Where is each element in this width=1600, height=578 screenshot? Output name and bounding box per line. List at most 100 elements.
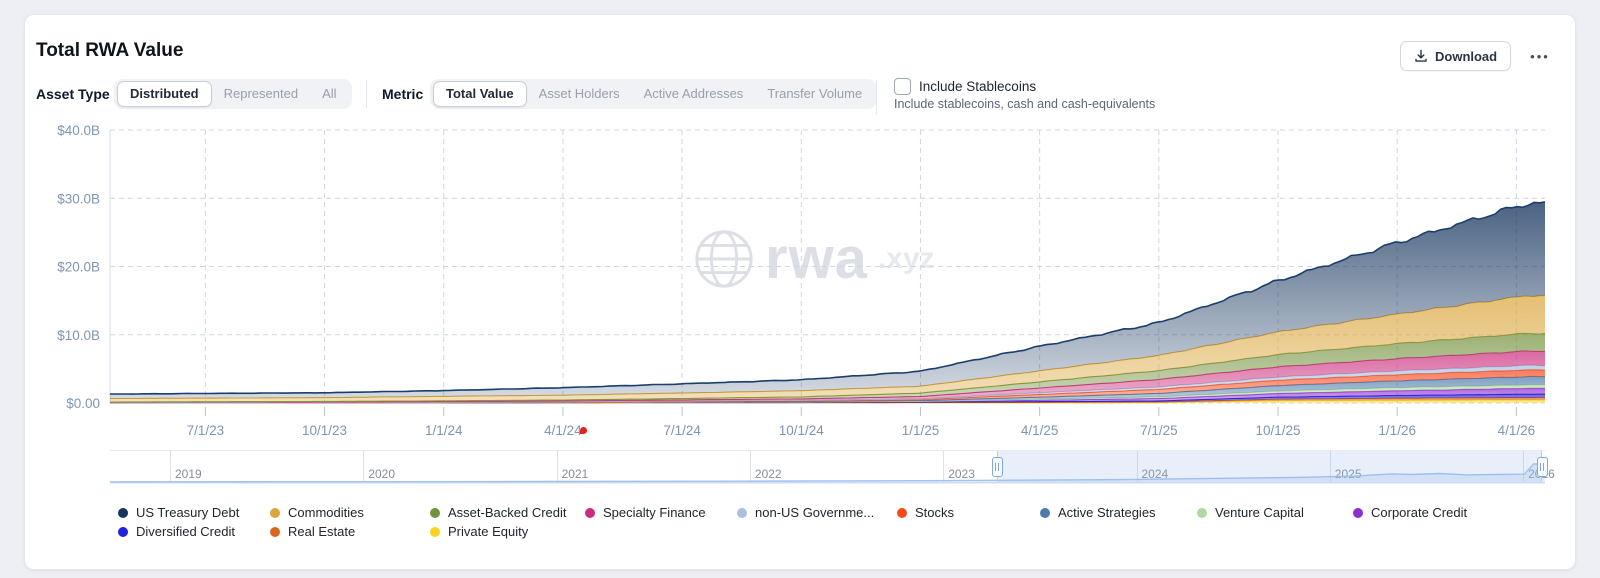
x-axis-label: 7/1/23 [187, 423, 225, 438]
legend-dot-diversified-credit [118, 526, 128, 537]
timeline-year-label: 2025 [1334, 467, 1362, 481]
x-axis-label: 4/1/26 [1498, 423, 1536, 438]
rwa-watermark: rwa .xyz [693, 228, 935, 290]
area-active-strategies [110, 376, 1545, 403]
timeline-year-label: 2020 [368, 467, 395, 481]
x-axis-label: 4/1/24 [544, 423, 582, 438]
stacked-area-chart[interactable]: $0.00 $10.0B $20.0B $30.0B $40.0B 7/1/23 10/1/… [0, 118, 1600, 448]
download-button[interactable]: Download [1400, 41, 1512, 71]
include-stablecoins-description: Include stablecoins, cash and cash-equiv… [894, 97, 1156, 111]
legend-label: Stocks [915, 505, 955, 520]
legend-dot-commodities [270, 507, 280, 518]
legend-dot-asset-backed-credit [430, 507, 440, 518]
legend-label: Real Estate [288, 524, 356, 539]
legend-item-private-equity[interactable]: Private Equity [430, 524, 585, 539]
include-stablecoins-checkbox[interactable] [894, 78, 911, 95]
asset-type-option-all[interactable]: All [322, 86, 337, 101]
metric-label: Metric [382, 86, 424, 102]
chart-legend: US Treasury Debt Commodities Asset-Backed … [118, 503, 1558, 541]
legend-dot-corporate-credit [1353, 507, 1363, 518]
timeline-brush[interactable]: 20192020202120222023202420252026 [110, 450, 1555, 484]
timeline-year-label: 2019 [175, 467, 202, 481]
y-axis-label: $0.00 [66, 396, 100, 411]
area-diversified-credit [110, 394, 1545, 403]
brush-handle-left[interactable] [991, 457, 1003, 477]
legend-label: US Treasury Debt [136, 505, 240, 520]
y-axis-label: $20.0B [57, 260, 100, 275]
legend-label: Active Strategies [1058, 505, 1156, 520]
legend-item-active-strategies[interactable]: Active Strategies [1040, 505, 1197, 520]
legend-dot-us-treasury-debt [118, 507, 128, 518]
legend-item-corporate-credit[interactable]: Corporate Credit [1353, 505, 1558, 520]
legend-dot-stocks [897, 507, 907, 518]
timeline-year-label: 2022 [754, 467, 782, 481]
x-axis-label: 1/1/25 [902, 423, 940, 438]
legend-label: Asset-Backed Credit [448, 505, 567, 520]
y-axis-label: $40.0B [57, 123, 100, 138]
watermark-suffix: .xyz [877, 242, 935, 275]
timeline-divider-2022 [749, 451, 751, 482]
x-axis-label: 4/1/25 [1021, 423, 1059, 438]
legend-dot-specialty-finance [585, 507, 595, 518]
globe-icon [693, 228, 755, 290]
x-axis-label: 1/1/24 [425, 423, 463, 438]
area-venture-capital [110, 384, 1545, 403]
legend-item-real-estate[interactable]: Real Estate [270, 524, 430, 539]
legend-item-us-treasury-debt[interactable]: US Treasury Debt [118, 505, 270, 520]
y-axis-label: $30.0B [57, 191, 100, 206]
brush-handle-right[interactable] [1536, 457, 1548, 477]
legend-dot-non-us-government [737, 507, 747, 518]
metric-option-transfer-volume[interactable]: Transfer Volume [767, 86, 863, 101]
area-specialty-finance [110, 350, 1545, 403]
timeline-year-label: 2021 [561, 467, 589, 481]
include-stablecoins-label: Include Stablecoins [919, 79, 1037, 94]
download-button-label: Download [1435, 48, 1498, 64]
area-asset-backed-credit [110, 333, 1545, 403]
legend-label: Specialty Finance [603, 505, 706, 520]
timeline-divider-2023 [943, 451, 945, 482]
brush-selected-range[interactable] [997, 451, 1542, 482]
asset-type-label: Asset Type [36, 86, 110, 102]
timeline-divider-2026 [1523, 451, 1525, 482]
timeline-divider-2019 [170, 451, 171, 482]
more-options-button[interactable]: ••• [1530, 48, 1550, 64]
legend-item-diversified-credit[interactable]: Diversified Credit [118, 524, 270, 539]
x-axis-label: 1/1/26 [1378, 423, 1416, 438]
legend-label: Private Equity [448, 524, 529, 539]
legend-item-non-us-government[interactable]: non-US Governme... [737, 505, 897, 520]
legend-label: non-US Governme... [755, 505, 875, 520]
x-axis-label: 7/1/25 [1140, 423, 1178, 438]
legend-item-specialty-finance[interactable]: Specialty Finance [585, 505, 737, 520]
area-commodities [110, 295, 1545, 402]
controls-divider-2 [876, 80, 877, 114]
metric-option-active-addresses[interactable]: Active Addresses [643, 86, 744, 101]
legend-item-commodities[interactable]: Commodities [270, 505, 430, 520]
timeline-divider-2024 [1136, 451, 1138, 482]
x-axis-label: 7/1/24 [663, 423, 701, 438]
timeline-overview-chart [110, 463, 1545, 484]
x-axis-label: 10/1/25 [1255, 423, 1300, 438]
page-title: Total RWA Value [36, 40, 184, 61]
asset-type-tabs: Distributed Represented All [114, 79, 352, 109]
legend-item-venture-capital[interactable]: Venture Capital [1197, 505, 1353, 520]
metric-tabs: Total Value Asset Holders Active Addresses… [430, 79, 878, 109]
asset-type-option-distributed[interactable]: Distributed [117, 81, 212, 107]
legend-dot-private-equity [430, 526, 440, 537]
legend-row-1: US Treasury Debt Commodities Asset-Backed … [118, 503, 1558, 522]
y-axis-label: $10.0B [57, 328, 100, 343]
x-axis-label: 10/1/23 [302, 423, 347, 438]
download-icon [1414, 49, 1428, 63]
metric-option-asset-holders[interactable]: Asset Holders [538, 86, 620, 101]
metric-option-total-value[interactable]: Total Value [433, 81, 527, 107]
timeline-year-label: 2024 [1141, 467, 1169, 481]
legend-label: Corporate Credit [1371, 505, 1468, 520]
watermark-text: rwa [765, 226, 868, 291]
controls-divider-1 [366, 80, 367, 108]
legend-label: Diversified Credit [136, 524, 235, 539]
legend-item-stocks[interactable]: Stocks [897, 505, 1040, 520]
x-axis-label: 10/1/24 [779, 423, 825, 438]
line-us-treasury-debt [110, 201, 1546, 395]
timeline-divider-2021 [556, 451, 558, 482]
legend-item-asset-backed-credit[interactable]: Asset-Backed Credit [430, 505, 585, 520]
asset-type-option-represented[interactable]: Represented [223, 86, 299, 101]
